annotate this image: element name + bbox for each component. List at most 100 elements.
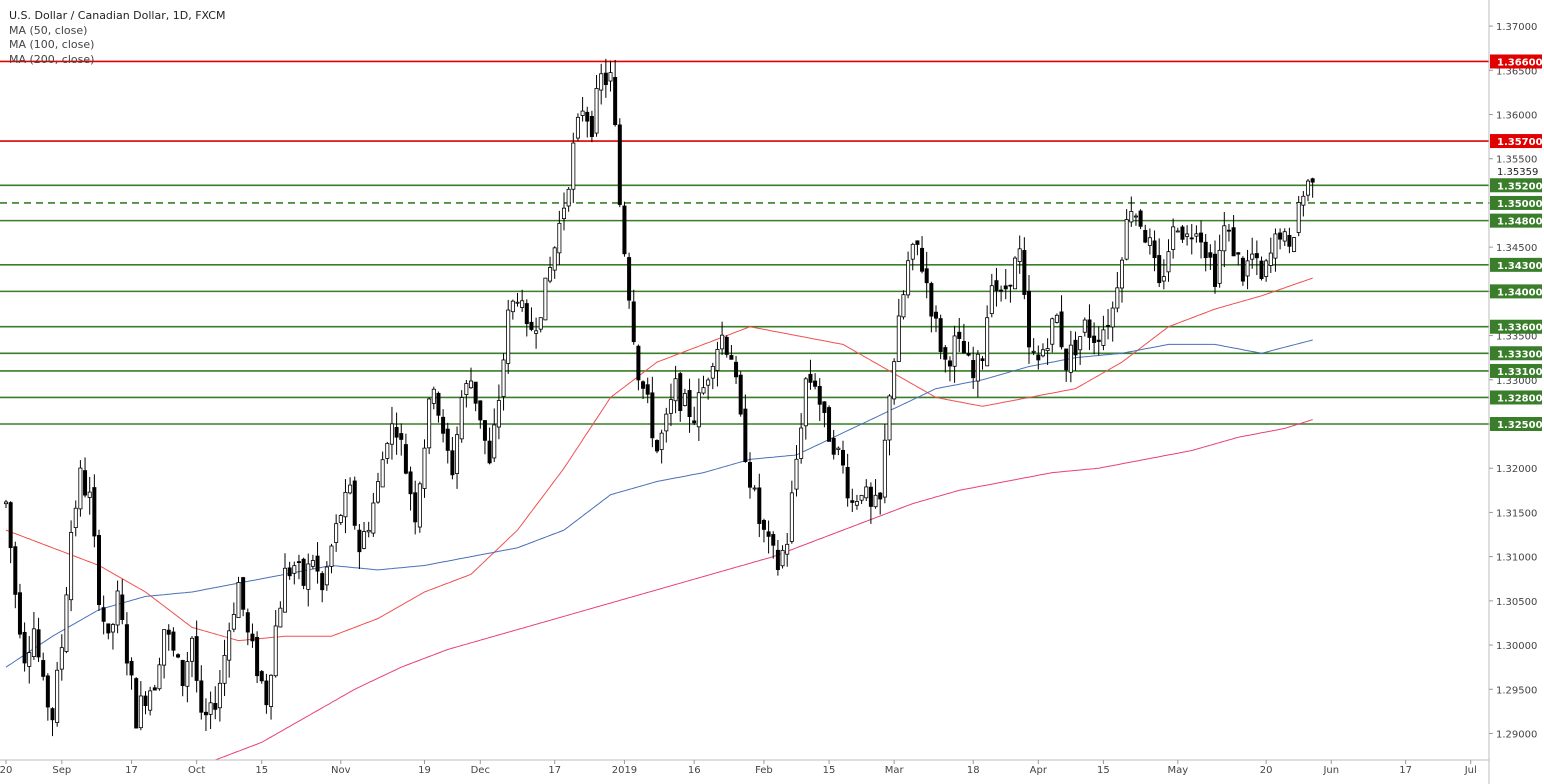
candle-body <box>27 652 32 667</box>
candle-body <box>920 247 925 272</box>
candle-body <box>1217 249 1222 284</box>
candle-body <box>1287 234 1292 247</box>
candle-body <box>124 624 129 664</box>
candle-body <box>1036 354 1041 361</box>
candle-body <box>106 623 111 634</box>
candle-body <box>1236 252 1241 255</box>
candle-body <box>808 373 813 383</box>
level-label: 1.33300 <box>1497 349 1543 360</box>
candle-body <box>431 388 436 404</box>
candle-body <box>1073 339 1078 356</box>
candle-body <box>41 660 46 677</box>
candle-body <box>245 612 250 633</box>
candle-body <box>915 240 920 245</box>
candle-body <box>92 487 97 537</box>
candle-body <box>50 708 55 721</box>
x-tick-label: 17 <box>125 765 138 776</box>
candle-body <box>887 395 892 441</box>
candle-body <box>562 207 567 219</box>
candle-body <box>450 450 455 476</box>
candle-body <box>282 567 287 613</box>
candle-body <box>83 470 88 496</box>
x-tick-label: Jul <box>1464 765 1477 776</box>
candle-body <box>534 330 539 334</box>
level-label: 1.35200 <box>1497 181 1543 192</box>
candle-body <box>934 311 939 319</box>
y-tick-label: 1.35500 <box>1496 155 1537 166</box>
x-tick-label: Mar <box>885 765 905 776</box>
candle-body <box>1175 230 1180 233</box>
candle-body <box>334 523 339 543</box>
candle-body <box>441 416 446 434</box>
candle-body <box>455 434 460 474</box>
candle-body <box>1278 232 1283 240</box>
level-label-box <box>1490 417 1542 431</box>
candle-body <box>157 664 162 690</box>
level-label-box <box>1490 195 1542 210</box>
candle-body <box>227 630 232 661</box>
ma200-line <box>215 419 1313 761</box>
candle-body <box>817 386 822 405</box>
candle-body <box>31 628 36 657</box>
candles <box>4 58 1315 737</box>
candle-body <box>222 654 227 684</box>
candle-body <box>496 400 501 428</box>
candle-body <box>957 331 962 339</box>
candle-body <box>78 467 83 510</box>
candle-body <box>189 637 194 662</box>
candle-body <box>1222 225 1227 252</box>
candle-body <box>845 466 850 499</box>
candle-body <box>1124 219 1129 260</box>
candle-body <box>4 501 9 505</box>
candle-body <box>1273 233 1278 259</box>
candle-body <box>975 353 980 382</box>
candle-body <box>408 471 413 495</box>
level-label-box <box>1490 346 1542 361</box>
candle-body <box>664 413 669 432</box>
candle-body <box>1310 178 1315 183</box>
candle-body <box>315 555 320 572</box>
candle-body <box>520 300 525 308</box>
candle-body <box>836 447 841 450</box>
candle-body <box>301 558 306 586</box>
candle-body <box>185 661 190 687</box>
candle-body <box>352 480 357 526</box>
candle-body <box>399 433 404 440</box>
candle-body <box>659 432 664 450</box>
candle-body <box>1292 237 1297 252</box>
candle-body <box>641 381 646 389</box>
candle-body <box>757 487 762 524</box>
candle-body <box>1068 344 1073 373</box>
candle-body <box>1031 350 1036 353</box>
candle-body <box>585 111 590 122</box>
candle-body <box>524 303 529 325</box>
candle-body <box>166 629 171 635</box>
candle-body <box>120 594 125 620</box>
candle-body <box>110 624 115 633</box>
candle-body <box>627 257 632 301</box>
candle-body <box>785 543 790 555</box>
y-tick-label: 1.33500 <box>1496 332 1537 343</box>
y-tick-label: 1.31000 <box>1496 553 1537 564</box>
candle-body <box>241 577 246 610</box>
candle-body <box>1189 237 1194 240</box>
candle-body <box>343 491 348 518</box>
candle-body <box>348 484 353 494</box>
candle-body <box>375 481 380 503</box>
candle-body <box>985 317 990 367</box>
candle-body <box>1078 336 1083 351</box>
candle-body <box>543 277 548 321</box>
candle-body <box>734 361 739 378</box>
candle-body <box>831 437 836 455</box>
candle-body <box>1240 257 1245 282</box>
level-label-box <box>1490 54 1542 69</box>
candle-body <box>724 336 729 355</box>
level-label-box <box>1490 284 1542 299</box>
x-tick-label: May <box>1167 765 1188 776</box>
candle-body <box>906 260 911 296</box>
level-label: 1.32500 <box>1497 420 1543 431</box>
y-tick-label: 1.30500 <box>1496 597 1537 608</box>
candle-body <box>1250 253 1255 260</box>
candle-body <box>645 384 650 395</box>
